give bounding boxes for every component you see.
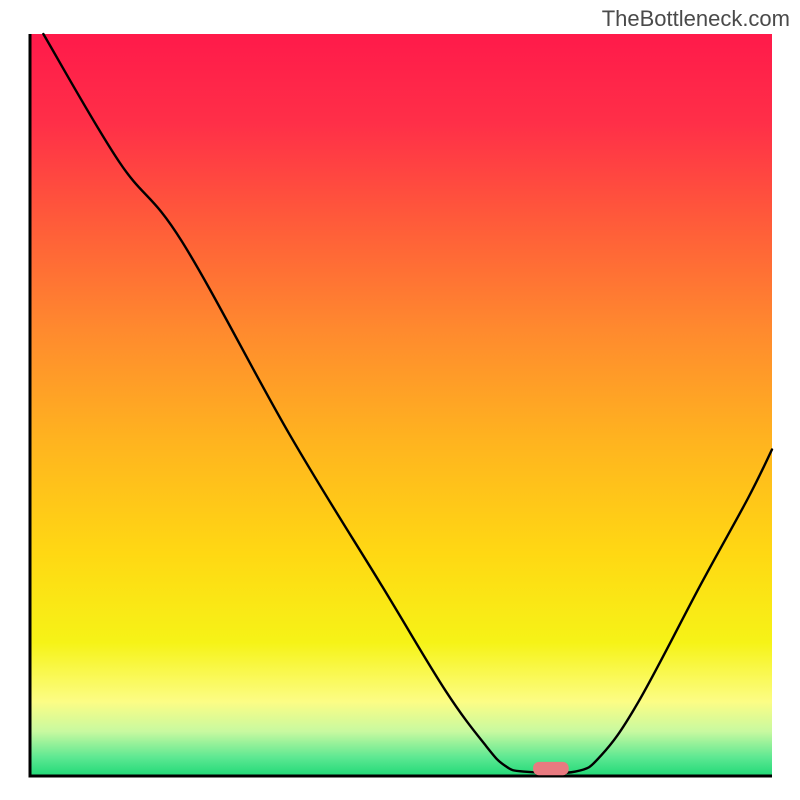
watermark-text: TheBottleneck.com <box>602 6 790 32</box>
plot-area <box>30 34 772 776</box>
gradient-background <box>30 34 772 776</box>
optimal-marker <box>533 762 569 775</box>
chart-container: TheBottleneck.com <box>0 0 800 800</box>
bottleneck-chart <box>0 0 800 800</box>
